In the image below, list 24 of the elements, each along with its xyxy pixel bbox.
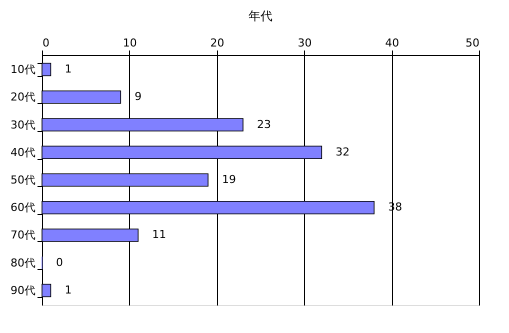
data-label: 19 [222, 173, 236, 186]
x-tick-label: 0 [42, 36, 50, 50]
y-tick-label: 60代 [10, 201, 36, 214]
y-tick-label: 10代 [10, 63, 36, 76]
x-tick-label: 20 [210, 36, 224, 50]
x-tick-label: 30 [298, 36, 312, 50]
y-tick-label: 40代 [10, 146, 36, 159]
y-tick-label: 30代 [10, 118, 36, 132]
data-label: 1 [64, 283, 72, 296]
data-label: 23 [257, 118, 272, 131]
x-tick-label: 10 [122, 36, 137, 50]
data-label: 32 [336, 145, 350, 158]
data-label: 11 [152, 228, 166, 242]
x-tick-label: 40 [385, 36, 400, 50]
y-tick-label: 20代 [10, 90, 36, 104]
x-tick-label: 50 [466, 36, 480, 50]
data-label: 9 [134, 90, 142, 104]
y-tick-label: 50代 [10, 174, 36, 186]
data-label: 1 [64, 62, 72, 76]
y-tick-label: 80代 [10, 256, 36, 270]
y-tick-label: 70代 [10, 228, 36, 242]
data-label: 0 [56, 256, 63, 269]
chart-title: 年代 [248, 9, 272, 23]
y-tick-label: 90代 [10, 284, 36, 297]
